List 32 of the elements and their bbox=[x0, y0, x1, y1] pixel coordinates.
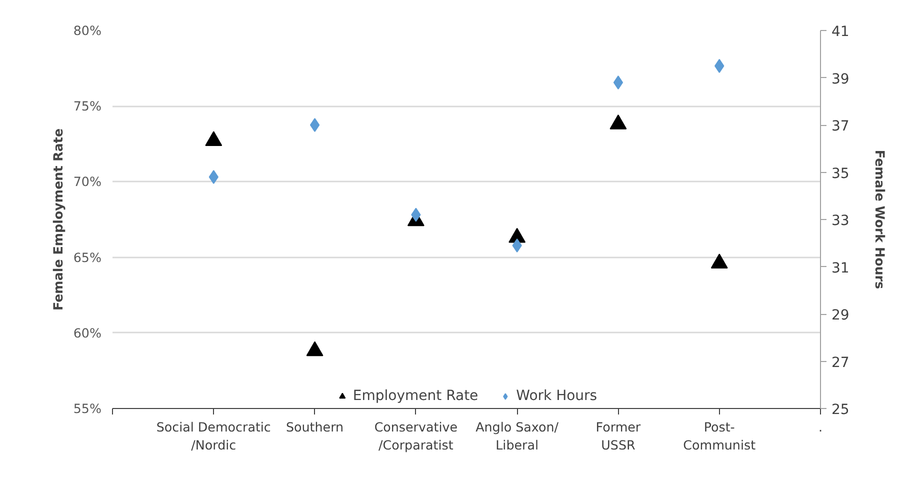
y-tick-label: 60% bbox=[73, 325, 102, 340]
legend-label: Work Hours bbox=[516, 388, 598, 404]
y-axis-title: Female Employment Rate bbox=[50, 128, 66, 311]
x-tick-label: Anglo Saxon/ Liberal bbox=[476, 420, 560, 452]
y-tick-label: 55% bbox=[73, 401, 102, 416]
y2-tick-label: 39 bbox=[832, 71, 850, 88]
point bbox=[613, 75, 624, 90]
y2-tick-label: 37 bbox=[832, 118, 850, 134]
x-tick-label: . bbox=[818, 420, 823, 434]
y2-tick-label: 31 bbox=[832, 260, 850, 276]
y2-tick-label: 27 bbox=[832, 354, 850, 371]
y-tick-label: 80% bbox=[73, 23, 102, 38]
y2-tick-label: 25 bbox=[832, 402, 850, 418]
x-tick-label: Post- Communist bbox=[683, 420, 756, 452]
point bbox=[306, 341, 324, 356]
y2-tick-label: 29 bbox=[832, 308, 850, 324]
y-tick-label: 70% bbox=[73, 174, 102, 190]
x-tick-label: Conservative /Corparatist bbox=[374, 420, 458, 452]
point bbox=[710, 254, 728, 268]
y2-tick-label: 41 bbox=[832, 24, 850, 40]
x-tick-label: Social Democratic /Nordic bbox=[156, 420, 271, 452]
y2-axis-title: Female Work Hours bbox=[872, 150, 888, 290]
point bbox=[310, 118, 320, 132]
y-tick-label: 65% bbox=[73, 250, 102, 265]
y-tick-label: 75% bbox=[73, 98, 102, 114]
y2-tick-label: 33 bbox=[832, 213, 850, 229]
point bbox=[205, 131, 222, 146]
legend-label: Employment Rate bbox=[352, 388, 478, 404]
x-tick-label: Southern bbox=[286, 420, 344, 434]
y2-tick-label: 35 bbox=[832, 166, 850, 182]
x-tick-label: Former USSR bbox=[596, 420, 642, 452]
point bbox=[610, 114, 627, 130]
